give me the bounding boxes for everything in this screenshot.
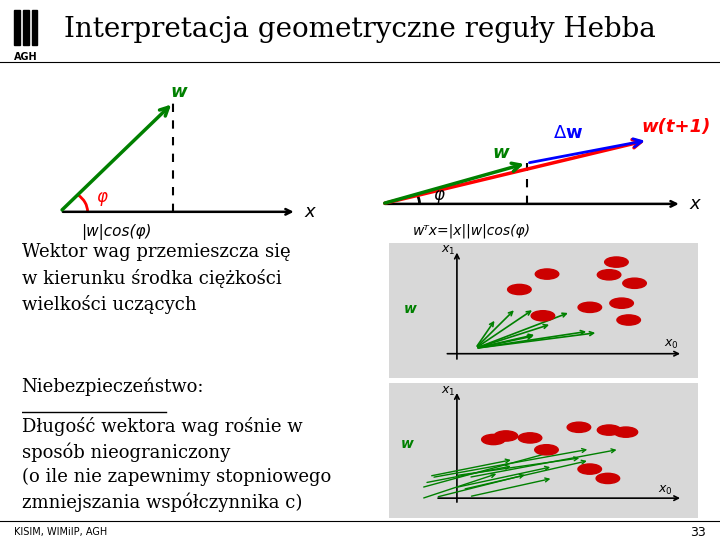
Text: Wektor wag przemieszcza się
w kierunku środka ciężkości
wielkości uczących: Wektor wag przemieszcza się w kierunku ś… — [22, 243, 290, 314]
Text: Niebezpieczeństwo:: Niebezpieczeństwo: — [22, 378, 204, 396]
Bar — [23, 10, 29, 45]
Text: $x_1$: $x_1$ — [441, 385, 456, 399]
Circle shape — [598, 425, 621, 435]
Circle shape — [482, 434, 505, 444]
Circle shape — [614, 427, 638, 437]
Text: w: w — [401, 437, 414, 451]
Text: wᵀx=|x||w|cos(φ): wᵀx=|x||w|cos(φ) — [413, 224, 531, 238]
Circle shape — [610, 298, 634, 308]
Text: AGH: AGH — [14, 51, 38, 62]
Circle shape — [578, 464, 601, 474]
Text: KISIM, WIMiIP, AGH: KISIM, WIMiIP, AGH — [14, 527, 108, 537]
Text: Interpretacja geometryczne reguły Hebba: Interpretacja geometryczne reguły Hebba — [64, 16, 656, 43]
Circle shape — [531, 310, 554, 321]
Circle shape — [623, 278, 647, 288]
Text: φ: φ — [96, 188, 107, 206]
Text: Długość wektora wag rośnie w
sposób nieograniczony
(o ile nie zapewnimy stopniow: Długość wektora wag rośnie w sposób nieo… — [22, 417, 331, 512]
Circle shape — [518, 433, 541, 443]
Text: $\Delta$w: $\Delta$w — [553, 124, 583, 142]
Text: w: w — [171, 83, 187, 102]
Text: w: w — [492, 144, 509, 162]
Text: $x_0$: $x_0$ — [658, 484, 673, 497]
Circle shape — [617, 315, 641, 325]
Text: φ: φ — [433, 186, 444, 205]
Bar — [14, 10, 20, 45]
Text: 33: 33 — [690, 525, 706, 538]
Text: $x_0$: $x_0$ — [665, 338, 679, 351]
Text: w(t+1): w(t+1) — [642, 118, 711, 137]
Circle shape — [494, 431, 518, 441]
Circle shape — [535, 269, 559, 279]
Circle shape — [578, 302, 602, 313]
Circle shape — [567, 422, 590, 433]
Circle shape — [605, 257, 629, 267]
Text: x: x — [689, 195, 700, 213]
Text: $x_1$: $x_1$ — [441, 244, 456, 256]
Text: |w|cos(φ): |w|cos(φ) — [81, 224, 152, 240]
Circle shape — [598, 269, 621, 280]
Circle shape — [596, 473, 620, 483]
Circle shape — [508, 285, 531, 295]
Circle shape — [535, 444, 558, 455]
Text: x: x — [305, 203, 315, 221]
Bar — [32, 10, 37, 45]
Text: w: w — [405, 302, 417, 316]
